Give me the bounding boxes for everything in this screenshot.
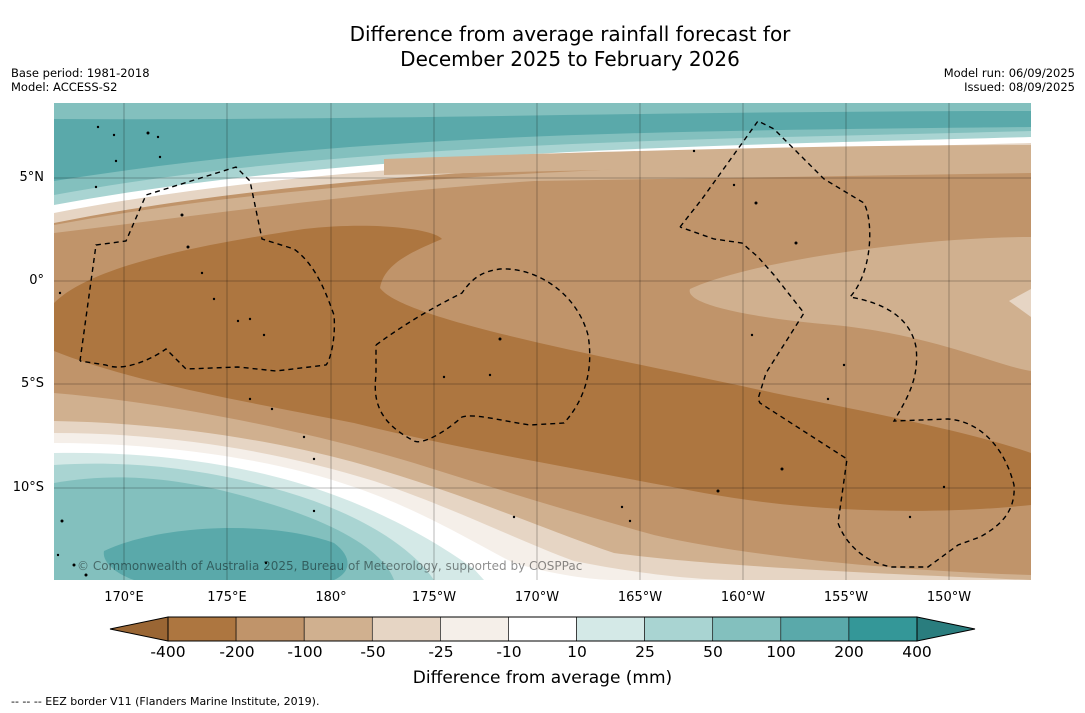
main-dry-band	[54, 225, 1031, 511]
lon-label-175w: 175°W	[411, 590, 457, 605]
north-dry-band-2	[54, 159, 1031, 233]
lon-label-170w: 170°W	[514, 590, 560, 605]
map-title: Difference from average rainfall forecas…	[0, 22, 1085, 72]
lon-label-155w: 155°W	[823, 590, 869, 605]
model-name: Model: ACCESS-S2	[11, 80, 118, 94]
copyright-notice: © Commonwealth of Australia 2025, Bureau…	[77, 559, 583, 573]
eez-border-central	[374, 268, 591, 443]
north-band-wet-100	[54, 103, 1031, 181]
colorbar-right-arrow	[916, 616, 976, 642]
lon-label-160w: 160°W	[720, 590, 766, 605]
colorbar-segment	[371, 616, 441, 642]
colorbar-tick-label: 50	[703, 643, 723, 661]
colorbar-segment	[712, 616, 782, 642]
colorbar-segments	[167, 616, 918, 642]
colorbar-segment	[303, 616, 373, 642]
colorbar-tick-label: -400	[150, 643, 186, 661]
meta-left: Base period: 1981-2018 Model: ACCESS-S2	[11, 66, 150, 94]
north-dry-band	[384, 145, 1031, 175]
colorbar-segment	[440, 616, 509, 642]
colorbar-segment	[508, 616, 577, 642]
colorbar-segment	[644, 616, 714, 642]
colorbar-tick-label: -200	[219, 643, 255, 661]
issued-date: Issued: 08/09/2025	[964, 80, 1075, 94]
lon-label-165w: 165°W	[617, 590, 663, 605]
title-line-1: Difference from average rainfall forecas…	[349, 22, 791, 46]
colorbar-segment	[167, 616, 237, 642]
south-band-wet-100	[103, 528, 348, 580]
map-gridlines	[54, 103, 1031, 580]
colorbar-tick-label: 10	[567, 643, 587, 661]
colorbar-tick-label: -25	[428, 643, 454, 661]
lon-label-150w: 150°W	[926, 590, 972, 605]
east-light-dry-area	[689, 237, 1031, 371]
eez-footnote: -- -- -- EEZ border V11 (Flanders Marine…	[11, 695, 320, 708]
meta-right: Model run: 06/09/2025 Issued: 08/09/2025	[944, 66, 1075, 94]
lat-label-5s: 5°S	[20, 376, 44, 391]
colorbar-tick-label: 100	[766, 643, 796, 661]
base-period: Base period: 1981-2018	[11, 66, 150, 80]
colorbar-segment	[780, 616, 850, 642]
colorbar-tick-label: -100	[287, 643, 323, 661]
lon-label-170e: 170°E	[104, 590, 144, 605]
colorbar-tick-label: 400	[902, 643, 932, 661]
colorbar-segment	[235, 616, 305, 642]
rainfall-map: © Commonwealth of Australia 2025, Bureau…	[54, 103, 1031, 580]
north-edge	[54, 103, 1031, 120]
colorbar-tick-label: -50	[360, 643, 386, 661]
rainfall-contours	[54, 103, 1031, 580]
colorbar-segment	[848, 616, 918, 642]
colorbar-frame	[167, 616, 918, 642]
colorbar-left-arrow	[109, 616, 169, 642]
lat-label-0: 0°	[29, 273, 44, 288]
model-run-date: Model run: 06/09/2025	[943, 66, 1075, 80]
colorbar-tick-label: 25	[635, 643, 655, 661]
title-line-2: December 2025 to February 2026	[400, 47, 740, 71]
colorbar-tick-label: 200	[834, 643, 864, 661]
lon-label-175e: 175°E	[207, 590, 247, 605]
lat-label-5n: 5°N	[19, 170, 45, 185]
lat-label-10s: 10°S	[12, 480, 44, 495]
colorbar-tick-label: -10	[496, 643, 522, 661]
eez-border-western	[79, 166, 336, 372]
colorbar-label: Difference from average (mm)	[412, 668, 673, 688]
east-very-light-area	[1009, 289, 1031, 317]
lon-label-180: 180°	[315, 590, 347, 605]
islands	[56, 125, 946, 577]
colorbar-segment	[576, 616, 645, 642]
eez-borders	[79, 120, 1015, 568]
